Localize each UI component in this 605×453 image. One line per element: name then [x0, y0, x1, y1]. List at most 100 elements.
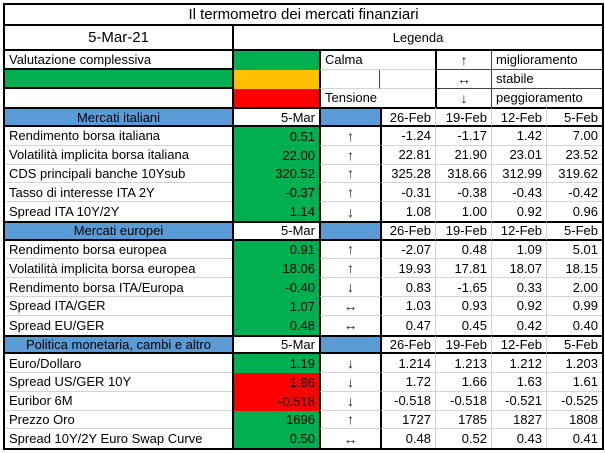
current-value-cell: 0.50: [232, 429, 319, 449]
history-value-cell: 0.41: [546, 429, 602, 449]
section-header: Politica monetaria, cambi e altro: [5, 334, 232, 355]
page-title: Il termometro dei mercati finanziari: [5, 5, 602, 26]
financial-thermometer-table: Il termometro dei mercati finanziari 5-M…: [3, 3, 604, 451]
history-value-cell: 1.08: [380, 202, 435, 221]
history-value-cell: 0.48: [380, 429, 435, 449]
history-value-cell: 0.40: [546, 315, 602, 335]
improvement-label: miglioramento: [491, 51, 602, 70]
history-date-header: 5-Feb: [546, 334, 602, 355]
history-value-cell: 0.93: [435, 296, 491, 316]
current-date-column-header: 5-Mar: [232, 107, 319, 127]
trend-down-icon: ↓: [319, 354, 380, 373]
trend-down-icon: ↓: [319, 391, 380, 411]
history-date-header: 19-Feb: [435, 107, 491, 127]
history-value-cell: 18.15: [546, 259, 602, 279]
history-value-cell: 2.00: [546, 278, 602, 297]
history-value-cell: 18.07: [491, 259, 546, 279]
history-value-cell: -0.38: [435, 183, 491, 203]
history-value-cell: 23.52: [546, 145, 602, 165]
history-date-header: 26-Feb: [380, 220, 435, 241]
history-value-cell: 1.212: [491, 354, 546, 373]
history-value-cell: 23.01: [491, 145, 546, 165]
up-arrow-icon: ↑: [435, 51, 491, 70]
history-value-cell: -1.24: [380, 126, 435, 146]
trend-up-icon: ↑: [319, 145, 380, 165]
trend-stable-icon: ↔: [319, 315, 380, 335]
history-date-header: 12-Feb: [491, 107, 546, 127]
row-label: Rendimento borsa ITA/Europa: [5, 278, 232, 297]
history-value-cell: 1.66: [435, 372, 491, 392]
history-date-header: 5-Feb: [546, 107, 602, 127]
history-value-cell: -0.518: [435, 391, 491, 411]
calm-label: Calma: [319, 51, 435, 70]
row-label: Euro/Dollaro: [5, 354, 232, 373]
row-label: Tasso di interesse ITA 2Y: [5, 183, 232, 203]
thermometer-green-cell: [232, 51, 319, 70]
history-date-header: 5-Feb: [546, 220, 602, 241]
row-label: Prezzo Oro: [5, 411, 232, 430]
history-value-cell: 0.92: [491, 296, 546, 316]
row-label: Volatilità implicita borsa europea: [5, 259, 232, 279]
history-date-header: 26-Feb: [380, 334, 435, 355]
history-value-cell: 1.72: [380, 372, 435, 392]
current-value-cell: 1.14: [232, 202, 319, 221]
history-value-cell: 1.61: [546, 372, 602, 392]
row-label: Spread ITA/GER: [5, 297, 232, 316]
row-label: Spread US/GER 10Y: [5, 373, 232, 392]
trend-down-icon: ↓: [319, 202, 380, 221]
worsening-label: peggioramento: [491, 88, 602, 108]
history-value-cell: -0.42: [546, 183, 602, 203]
row-label: Spread ITA 10Y/2Y: [9, 204, 120, 220]
current-value-cell: 0.91: [232, 240, 319, 260]
current-date-column-header: 5-Mar: [232, 334, 319, 355]
current-value-cell: 320.52: [232, 164, 319, 184]
history-date-header: 19-Feb: [435, 220, 491, 241]
current-value-cell: 0.51: [232, 126, 319, 146]
history-value-cell: 1.63: [491, 372, 546, 392]
section-header: Mercati europei: [5, 220, 232, 241]
history-value-cell: 312.99: [491, 164, 546, 184]
row-label: Volatilità implicita borsa italiana: [5, 146, 232, 165]
trend-column-header: [319, 334, 380, 355]
history-value-cell: 7.00: [546, 126, 602, 146]
current-value-cell: 1696: [232, 410, 319, 430]
history-value-cell: -2.07: [380, 240, 435, 260]
trend-column-header: [319, 220, 380, 241]
section-header: Mercati italiani: [5, 107, 232, 127]
current-value-cell: -0.40: [232, 278, 319, 297]
current-value-cell: 1.19: [232, 354, 319, 373]
history-value-cell: 0.83: [380, 278, 435, 297]
trend-column-header: [319, 107, 380, 127]
current-value-cell: 1.07: [232, 296, 319, 316]
history-date-header: 19-Feb: [435, 334, 491, 355]
trend-stable-icon: ↔: [319, 296, 380, 316]
history-date-header: 26-Feb: [380, 107, 435, 127]
history-value-cell: -0.521: [491, 391, 546, 411]
row-label: Rendimento borsa europea: [5, 241, 232, 260]
trend-down-icon: ↓: [319, 278, 380, 297]
stable-arrow-icon: ↔: [435, 69, 491, 89]
history-value-cell: 1808: [546, 410, 602, 430]
trend-up-icon: ↑: [319, 240, 380, 260]
history-value-cell: -1.65: [435, 278, 491, 297]
current-value-cell: -0.37: [232, 183, 319, 203]
current-value-cell: -0.518: [232, 391, 319, 411]
history-value-cell: 19.93: [380, 259, 435, 279]
history-value-cell: 0.96: [546, 202, 602, 221]
history-value-cell: 325.28: [380, 164, 435, 184]
current-date-column-header: 5-Mar: [232, 220, 319, 241]
report-date: 5-Mar-21: [5, 26, 232, 51]
history-value-cell: 1785: [435, 410, 491, 430]
history-value-cell: -0.518: [380, 391, 435, 411]
history-value-cell: 1.214: [380, 354, 435, 373]
history-value-cell: 1.42: [491, 126, 546, 146]
row-label: Spread EU/GER: [9, 317, 105, 333]
stable-label: stabile: [491, 69, 602, 89]
current-value-cell: 1.86: [232, 372, 319, 392]
history-value-cell: -0.31: [380, 183, 435, 203]
history-value-cell: 1.213: [435, 354, 491, 373]
history-value-cell: -0.43: [491, 183, 546, 203]
history-value-cell: 22.81: [380, 145, 435, 165]
history-value-cell: 1.09: [491, 240, 546, 260]
history-value-cell: 0.52: [435, 429, 491, 449]
